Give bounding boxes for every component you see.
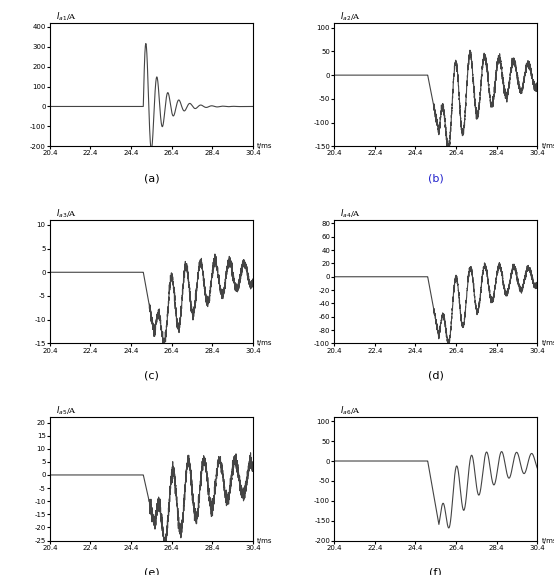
Text: t/ms: t/ms — [541, 143, 554, 150]
Text: $I_{a6}$/A: $I_{a6}$/A — [340, 405, 361, 417]
Text: t/ms: t/ms — [257, 143, 273, 150]
Text: $I_{a2}$/A: $I_{a2}$/A — [340, 10, 361, 23]
Text: $I_{a5}$/A: $I_{a5}$/A — [56, 405, 77, 417]
Text: (b): (b) — [428, 173, 444, 183]
Text: $I_{a3}$/A: $I_{a3}$/A — [56, 208, 77, 220]
Text: t/ms: t/ms — [257, 538, 273, 543]
Text: t/ms: t/ms — [257, 340, 273, 346]
Text: t/ms: t/ms — [541, 538, 554, 543]
Text: (d): (d) — [428, 370, 444, 381]
Text: $I_{a4}$/A: $I_{a4}$/A — [340, 208, 361, 220]
Text: t/ms: t/ms — [541, 340, 554, 346]
Text: (e): (e) — [143, 568, 159, 575]
Text: (f): (f) — [429, 568, 442, 575]
Text: (c): (c) — [144, 370, 159, 381]
Text: $I_{a1}$/A: $I_{a1}$/A — [56, 10, 77, 23]
Text: (a): (a) — [143, 173, 159, 183]
